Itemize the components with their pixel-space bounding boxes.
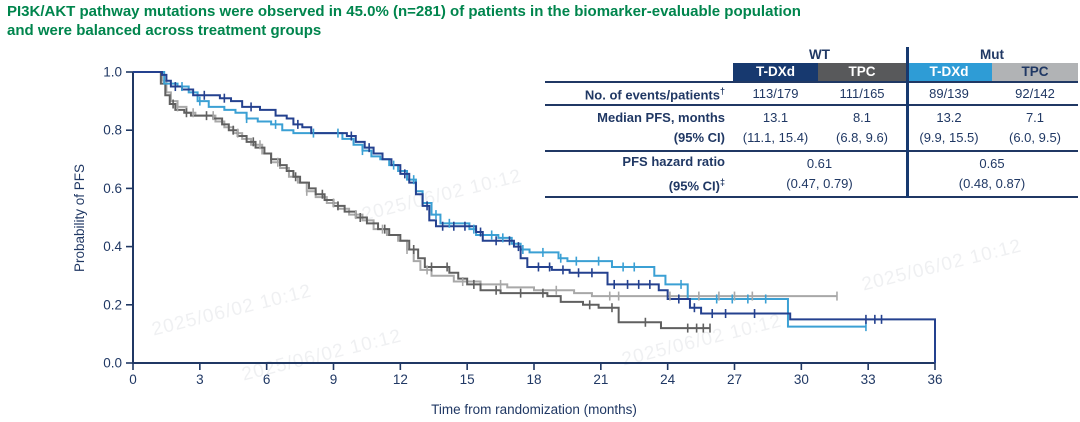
hazard-wt: 0.61 (0.47, 0.79) xyxy=(786,156,853,191)
km-curve-mut-tdxd xyxy=(133,71,866,328)
y-tick-label: 0.8 xyxy=(103,123,122,138)
x-tick-label: 30 xyxy=(794,372,809,387)
row-label-events: No. of events/patients† xyxy=(584,86,725,103)
censor-marks-mut-tpc xyxy=(176,102,838,301)
y-tick-label: 0.6 xyxy=(103,181,122,196)
table-rule xyxy=(545,104,1078,106)
censor-marks-wt-tpc xyxy=(172,99,711,333)
censor-marks xyxy=(172,82,883,333)
x-tick-label: 3 xyxy=(196,372,204,387)
y-tick-labels: 0.0 0.2 0.4 0.6 0.8 1.0 xyxy=(103,65,122,371)
km-curve-wt-tpc xyxy=(133,71,710,330)
x-tick-label: 0 xyxy=(129,372,137,387)
y-axis-title: Probability of PFS xyxy=(72,164,87,272)
y-tick-label: 0.4 xyxy=(103,239,122,254)
x-tick-label: 18 xyxy=(526,372,541,387)
group-header-mut: Mut xyxy=(980,47,1004,62)
col-header-wt-tpc: TPC xyxy=(818,63,906,81)
table-rule xyxy=(545,150,1078,152)
col-header-mut-tpc: TPC xyxy=(992,63,1078,81)
x-tick-label: 33 xyxy=(861,372,876,387)
summary-table: WT Mut T-DXd TPC T-DXd TPC No. of events… xyxy=(545,47,1078,198)
y-tick-label: 0.2 xyxy=(103,297,122,312)
events-mut-tdxd: 89/139 xyxy=(929,86,969,101)
km-curves xyxy=(133,71,936,363)
x-tick-label: 24 xyxy=(660,372,676,387)
col-header-mut-tdxd: T-DXd xyxy=(906,63,992,81)
km-curve-wt-tdxd xyxy=(133,71,936,363)
median-wt-tpc: 8.1 (6.8, 9.6) xyxy=(835,110,889,145)
slide-title: PI3K/AKT pathway mutations were observed… xyxy=(7,2,1073,40)
x-axis-title: Time from randomization (months) xyxy=(431,402,637,417)
slide-title-line1: PI3K/AKT pathway mutations were observed… xyxy=(7,3,801,20)
slide-title-line2: and were balanced across treatment group… xyxy=(7,22,322,39)
x-tick-labels: 0 3 6 9 12 15 18 21 24 27 30 33 36 xyxy=(129,372,942,387)
x-tick-label: 15 xyxy=(460,372,475,387)
x-tick-marks xyxy=(132,363,936,370)
y-tick-label: 1.0 xyxy=(103,65,122,80)
x-tick-label: 6 xyxy=(263,372,271,387)
hazard-mut: 0.65 (0.48, 0.87) xyxy=(958,156,1026,191)
x-tick-label: 36 xyxy=(927,372,942,387)
table-rule xyxy=(545,81,1078,83)
axes: 0 3 6 9 12 15 18 21 24 27 30 33 36 0.00.20.40.60.81.… xyxy=(72,65,943,418)
x-tick-label: 21 xyxy=(593,372,608,387)
censor-marks-wt-tdxd xyxy=(174,82,883,324)
events-wt-tpc: 111/165 xyxy=(839,86,885,101)
censor-marks-mut-tdxd xyxy=(181,82,867,332)
row-label-hazard: PFS hazard ratio (95% CI)‡ xyxy=(622,153,725,194)
col-header-wt-tdxd: T-DXd xyxy=(733,63,818,81)
y-tick-marks xyxy=(126,71,133,364)
x-tick-label: 9 xyxy=(330,372,338,387)
median-wt-tdxd: 13.1 (11.1, 15.4) xyxy=(742,110,809,145)
x-tick-label: 27 xyxy=(727,372,742,387)
events-wt-tdxd: 113/179 xyxy=(752,86,799,101)
median-mut-tdxd: 13.2 (9.9, 15.5) xyxy=(919,110,979,145)
y-tick-label: 0.0 xyxy=(103,356,122,371)
group-header-wt: WT xyxy=(809,47,830,62)
x-tick-label: 12 xyxy=(393,372,408,387)
table-rule xyxy=(545,196,1078,198)
row-label-median: Median PFS, months (95% CI) xyxy=(597,110,725,145)
median-mut-tpc: 7.1 (6.0, 9.5) xyxy=(1008,110,1062,145)
events-mut-tpc: 92/142 xyxy=(1015,86,1055,101)
wt-mut-divider xyxy=(906,47,909,198)
